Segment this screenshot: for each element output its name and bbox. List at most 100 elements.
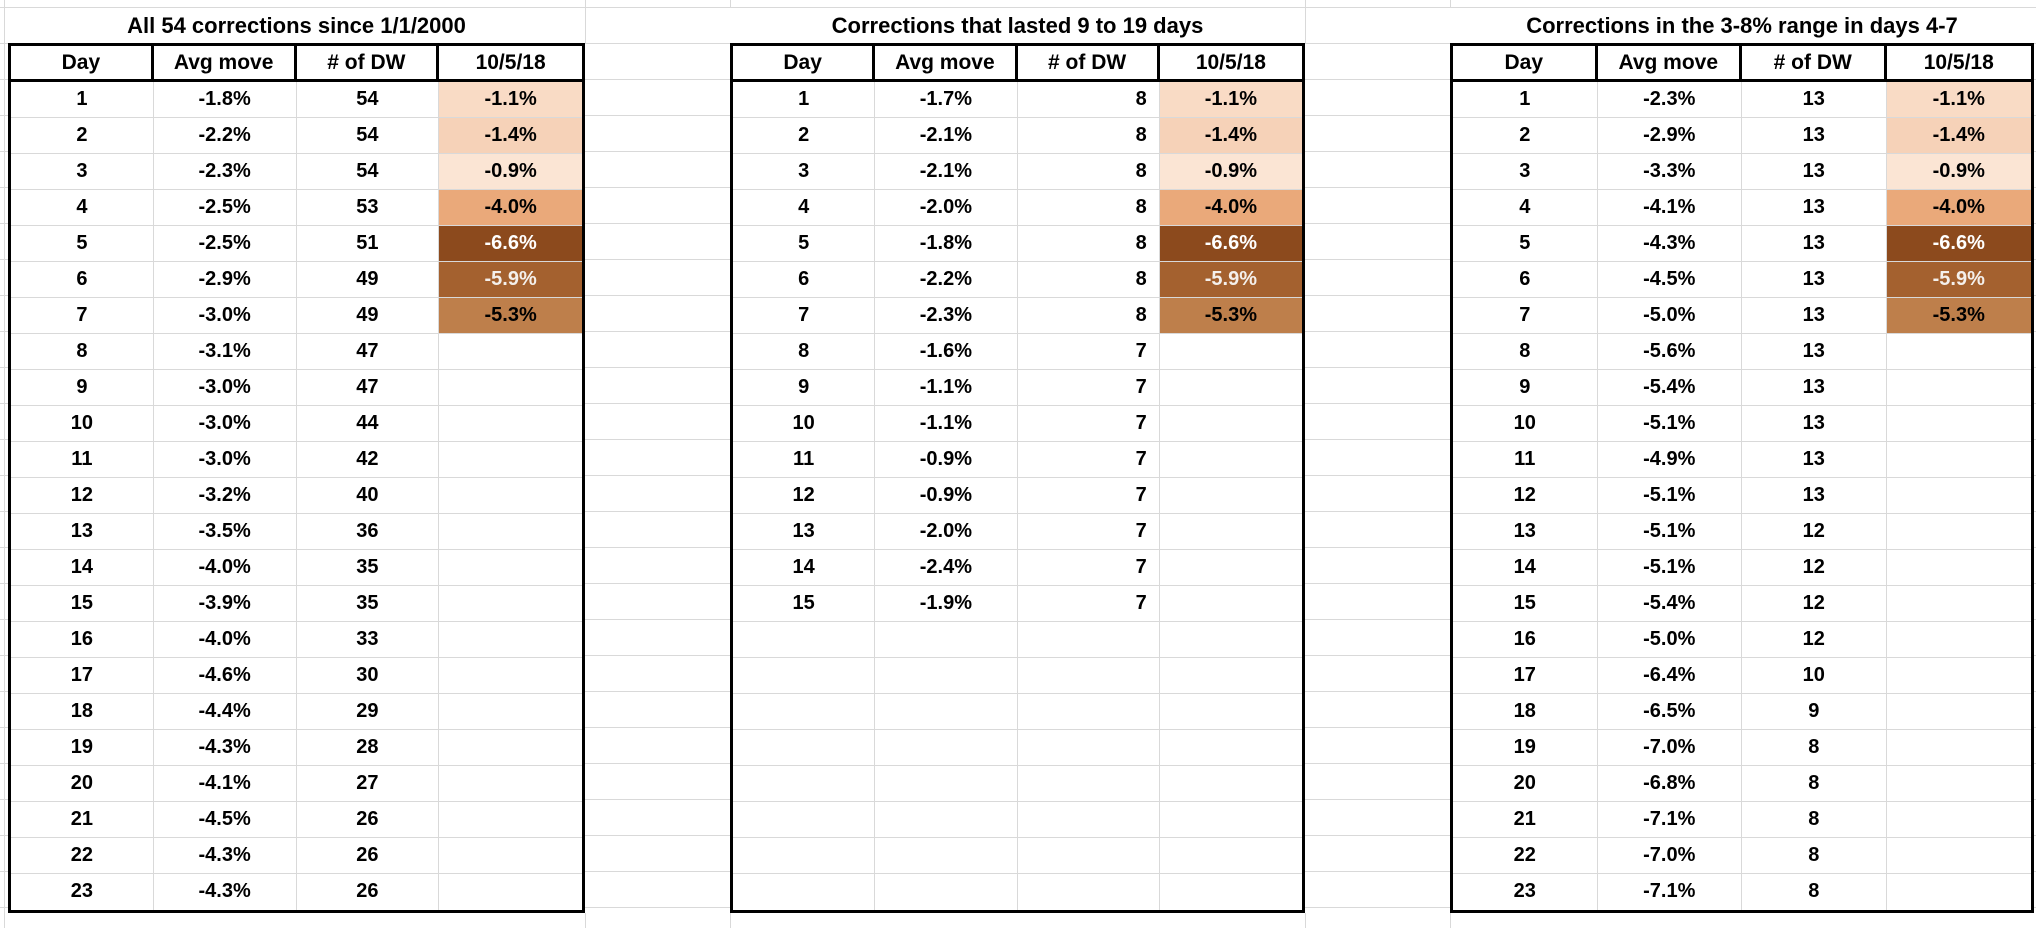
table-cell[interactable]: 7 bbox=[1017, 550, 1160, 586]
table-cell[interactable]: 13 bbox=[1742, 334, 1887, 370]
table-cell[interactable] bbox=[1886, 766, 2031, 802]
table-cell[interactable]: -0.9% bbox=[439, 154, 582, 190]
table-cell[interactable]: 3 bbox=[11, 154, 154, 190]
table-cell[interactable]: 8 bbox=[733, 334, 876, 370]
table-cell[interactable]: 16 bbox=[11, 622, 154, 658]
table-cell[interactable]: 8 bbox=[1742, 730, 1887, 766]
table-cell[interactable] bbox=[1159, 478, 1302, 514]
table-cell[interactable]: 13 bbox=[733, 514, 876, 550]
table-cell[interactable]: -5.1% bbox=[1597, 514, 1742, 550]
table-cell[interactable]: 2 bbox=[11, 118, 154, 154]
table-cell[interactable]: 8 bbox=[11, 334, 154, 370]
table-cell[interactable] bbox=[1886, 514, 2031, 550]
table-cell[interactable] bbox=[1886, 442, 2031, 478]
table-cell[interactable]: -4.9% bbox=[1597, 442, 1742, 478]
table-cell[interactable]: 13 bbox=[1453, 514, 1598, 550]
table-cell[interactable] bbox=[1886, 694, 2031, 730]
table-cell[interactable]: -1.8% bbox=[153, 82, 297, 118]
table-cell[interactable]: 4 bbox=[733, 190, 876, 226]
table-cell[interactable]: 35 bbox=[296, 586, 440, 622]
table-cell[interactable] bbox=[439, 730, 582, 766]
table-cell[interactable] bbox=[1159, 586, 1302, 622]
table-cell[interactable] bbox=[1886, 622, 2031, 658]
table-cell[interactable] bbox=[439, 658, 582, 694]
table-cell[interactable]: 3 bbox=[1453, 154, 1598, 190]
table-cell[interactable]: 12 bbox=[733, 478, 876, 514]
table-cell[interactable]: -5.9% bbox=[1159, 262, 1302, 298]
table-cell[interactable]: -4.5% bbox=[153, 802, 297, 838]
table-cell[interactable]: 3 bbox=[733, 154, 876, 190]
table-cell[interactable]: 10 bbox=[733, 406, 876, 442]
table-cell[interactable]: 12 bbox=[1742, 550, 1887, 586]
table-cell[interactable]: -2.3% bbox=[1597, 82, 1742, 118]
table-cell[interactable] bbox=[439, 874, 582, 910]
table-cell[interactable]: -3.2% bbox=[153, 478, 297, 514]
table-cell[interactable] bbox=[733, 766, 876, 802]
table-cell[interactable]: 14 bbox=[1453, 550, 1598, 586]
table-cell[interactable]: 23 bbox=[11, 874, 154, 910]
table-cell[interactable]: -2.9% bbox=[153, 262, 297, 298]
table-cell[interactable]: 54 bbox=[296, 118, 440, 154]
table-cell[interactable]: 8 bbox=[1742, 766, 1887, 802]
table-cell[interactable] bbox=[1159, 622, 1302, 658]
table-cell[interactable]: -2.9% bbox=[1597, 118, 1742, 154]
table-cell[interactable]: -4.0% bbox=[153, 550, 297, 586]
table-cell[interactable]: 12 bbox=[1742, 586, 1887, 622]
table-cell[interactable]: 36 bbox=[296, 514, 440, 550]
table-cell[interactable]: -3.9% bbox=[153, 586, 297, 622]
table-cell[interactable]: 17 bbox=[11, 658, 154, 694]
table-cell[interactable]: 7 bbox=[1017, 334, 1160, 370]
table-cell[interactable] bbox=[1159, 730, 1302, 766]
table-cell[interactable]: -2.2% bbox=[875, 262, 1018, 298]
table-cell[interactable]: 22 bbox=[1453, 838, 1598, 874]
table-cell[interactable]: 1 bbox=[1453, 82, 1598, 118]
table-cell[interactable] bbox=[1159, 658, 1302, 694]
table-cell[interactable]: 6 bbox=[11, 262, 154, 298]
table-cell[interactable]: -1.7% bbox=[875, 82, 1018, 118]
table-cell[interactable]: -2.4% bbox=[875, 550, 1018, 586]
column-header-day[interactable]: Day bbox=[733, 46, 876, 82]
table-cell[interactable]: -3.3% bbox=[1597, 154, 1742, 190]
table-cell[interactable] bbox=[1159, 766, 1302, 802]
table-cell[interactable]: 13 bbox=[1742, 154, 1887, 190]
table-cell[interactable]: 19 bbox=[11, 730, 154, 766]
table-cell[interactable]: 20 bbox=[11, 766, 154, 802]
table-cell[interactable]: 18 bbox=[11, 694, 154, 730]
table-cell[interactable]: 18 bbox=[1453, 694, 1598, 730]
table-cell[interactable]: -4.5% bbox=[1597, 262, 1742, 298]
table-cell[interactable]: 7 bbox=[1017, 370, 1160, 406]
table-cell[interactable]: 42 bbox=[296, 442, 440, 478]
table-cell[interactable]: 29 bbox=[296, 694, 440, 730]
table-cell[interactable]: -4.0% bbox=[153, 622, 297, 658]
table-cell[interactable]: -5.1% bbox=[1597, 478, 1742, 514]
column-header-day[interactable]: Day bbox=[11, 46, 154, 82]
table-cell[interactable] bbox=[439, 694, 582, 730]
table-cell[interactable] bbox=[875, 874, 1018, 910]
table-cell[interactable]: -1.4% bbox=[1886, 118, 2031, 154]
table-cell[interactable]: 49 bbox=[296, 298, 440, 334]
table-title[interactable]: All 54 corrections since 1/1/2000 bbox=[8, 7, 585, 43]
table-cell[interactable] bbox=[1887, 874, 2032, 910]
table-cell[interactable]: 17 bbox=[1453, 658, 1598, 694]
table-cell[interactable]: 26 bbox=[296, 838, 440, 874]
table-cell[interactable]: -4.0% bbox=[1886, 190, 2031, 226]
table-cell[interactable]: -7.1% bbox=[1597, 802, 1742, 838]
table-cell[interactable]: 10 bbox=[1453, 406, 1598, 442]
table-cell[interactable]: 13 bbox=[1742, 82, 1887, 118]
column-header-dw[interactable]: # of DW bbox=[296, 46, 440, 82]
table-cell[interactable]: 12 bbox=[11, 478, 154, 514]
column-header-date[interactable]: 10/5/18 bbox=[439, 46, 582, 82]
column-header-date[interactable]: 10/5/18 bbox=[1159, 46, 1302, 82]
table-cell[interactable] bbox=[733, 694, 876, 730]
table-cell[interactable]: 4 bbox=[1453, 190, 1598, 226]
column-header-avgmove[interactable]: Avg move bbox=[1597, 46, 1742, 82]
table-cell[interactable]: -3.5% bbox=[153, 514, 297, 550]
table-cell[interactable]: -4.4% bbox=[153, 694, 297, 730]
table-cell[interactable]: -2.2% bbox=[153, 118, 297, 154]
table-cell[interactable]: 9 bbox=[1742, 694, 1887, 730]
table-cell[interactable] bbox=[439, 406, 582, 442]
table-cell[interactable]: 26 bbox=[296, 802, 440, 838]
table-cell[interactable] bbox=[875, 658, 1018, 694]
table-cell[interactable] bbox=[1159, 442, 1302, 478]
table-cell[interactable] bbox=[1886, 478, 2031, 514]
